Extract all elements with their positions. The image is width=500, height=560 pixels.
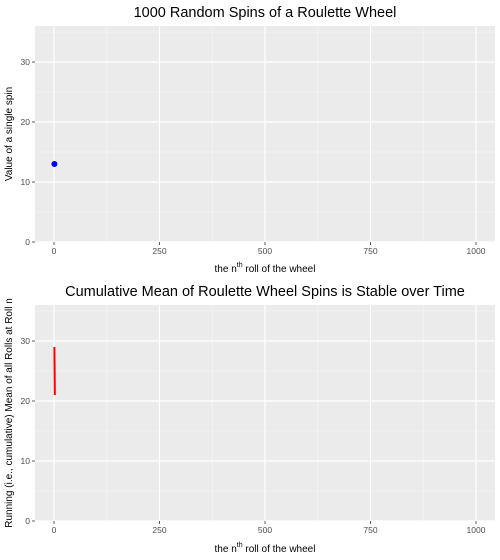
- chart-1-x-tick-label: 0: [52, 246, 57, 256]
- chart-1-x-axis-label: the nth roll of the wheel: [215, 262, 316, 275]
- chart-2-y-tick-label: 20: [21, 396, 31, 406]
- chart-1-title: 1000 Random Spins of a Roulette Wheel: [134, 5, 397, 21]
- chart-2-x-tick-label: 0: [52, 525, 57, 535]
- chart-1-ticks: 0 250 500 750 1000 0 10 20 30: [21, 57, 486, 256]
- chart-1-x-tick-label: 500: [258, 246, 272, 256]
- chart-2: Cumulative Mean of Roulette Wheel Spins …: [4, 284, 495, 555]
- chart-2-ticks: 0 250 500 750 1000 0 10 20 30: [21, 336, 486, 535]
- chart-2-y-tick-label: 30: [21, 336, 31, 346]
- chart-2-x-tick-label: 250: [152, 525, 166, 535]
- chart-1-data-point: [51, 161, 58, 167]
- chart-1-y-tick-label: 0: [25, 237, 30, 247]
- chart-2-x-axis-label: the nth roll of the wheel: [215, 542, 316, 555]
- chart-1-y-tick-label: 10: [21, 177, 31, 187]
- chart-2-y-axis-label: Running (i.e., cumulative) Mean of all R…: [4, 298, 15, 528]
- chart-1-x-tick-label: 750: [363, 246, 377, 256]
- chart-2-x-tick-label: 750: [363, 525, 377, 535]
- chart-2-grid: [35, 305, 495, 522]
- chart-2-y-tick-label: 10: [21, 456, 31, 466]
- chart-1: 1000 Random Spins of a Roulette Wheel 0 2…: [4, 5, 495, 275]
- chart-1-y-tick-label: 30: [21, 57, 31, 67]
- chart-1-y-tick-label: 20: [21, 117, 31, 127]
- chart-1-x-tick-label: 1000: [467, 246, 486, 256]
- chart-2-y-tick-label: 0: [25, 516, 30, 526]
- chart-1-y-axis-label: Value of a single spin: [4, 87, 15, 181]
- chart-2-x-tick-label: 500: [258, 525, 272, 535]
- chart-1-marks: [51, 161, 58, 167]
- chart-1-x-tick-label: 250: [152, 246, 166, 256]
- chart-2-title: Cumulative Mean of Roulette Wheel Spins …: [65, 284, 465, 300]
- chart-2-x-tick-label: 1000: [467, 525, 486, 535]
